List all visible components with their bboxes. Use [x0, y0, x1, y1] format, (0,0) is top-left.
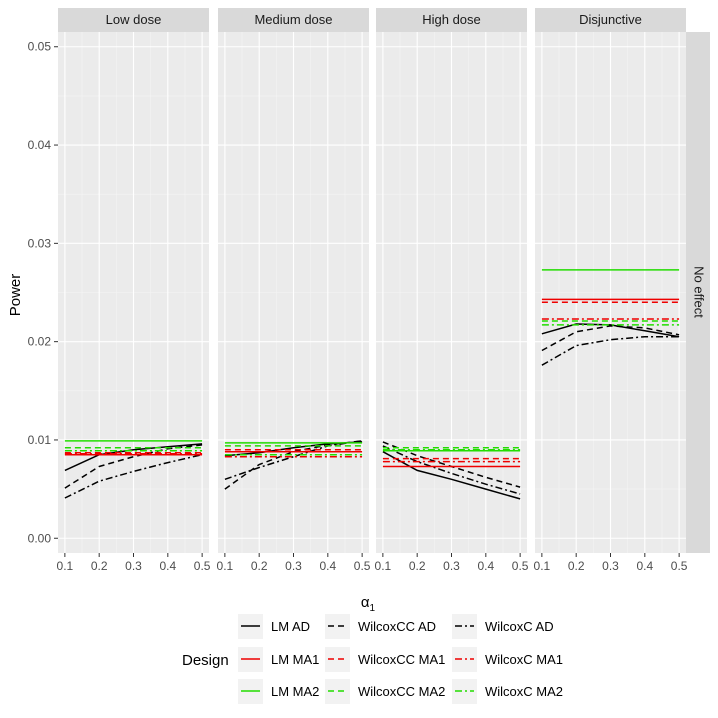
x-tick-label: 0.4: [636, 559, 653, 573]
facet-strip-label: High dose: [422, 12, 481, 27]
x-tick-label: 0.4: [477, 559, 494, 573]
x-tick-label: 0.4: [319, 559, 336, 573]
x-tick-label: 0.1: [534, 559, 551, 573]
series-line: [382, 451, 521, 500]
y-tick-label: 0.04: [28, 138, 52, 152]
series-line: [64, 443, 203, 472]
facet-strip: [58, 8, 209, 32]
facet-strip: [376, 8, 527, 32]
facet-strip-label: Medium dose: [254, 12, 332, 27]
x-tick-label: 0.4: [159, 559, 176, 573]
y-tick-label: 0.00: [28, 531, 52, 545]
y-tick-label: 0.05: [28, 40, 52, 54]
series-line: [64, 453, 203, 499]
x-tick-label: 0.5: [671, 559, 688, 573]
x-tick-label: 0.1: [57, 559, 74, 573]
facet-strip: [218, 8, 369, 32]
legend-label: WilcoxCC MA1: [358, 652, 445, 667]
facet-panel: Disjunctive 0.1 0.2 0.3 0.4 0.5: [534, 8, 688, 573]
facet-strip: [535, 8, 686, 32]
series-line: [541, 323, 680, 338]
x-tick-label: 0.2: [568, 559, 585, 573]
x-tick-label: 0.1: [375, 559, 392, 573]
series-line: [541, 335, 680, 366]
legend-label: WilcoxC AD: [485, 619, 554, 634]
x-tick-label: 0.3: [443, 559, 460, 573]
legend-label: LM MA1: [271, 652, 319, 667]
y-tick-label: 0.01: [28, 433, 52, 447]
y-tick-label: 0.03: [28, 236, 52, 250]
row-strip-label: No effect: [692, 266, 707, 318]
row-strip-bg: [686, 32, 710, 553]
x-tick-label: 0.5: [194, 559, 211, 573]
facet-panel: Low dose 0.1 0.2 0.3 0.4 0.5: [57, 8, 211, 573]
y-axis: 0.00 0.01 0.02 0.03 0.04 0.05: [28, 40, 58, 545]
y-tick-label: 0.02: [28, 335, 52, 349]
series-line: [382, 445, 521, 495]
x-tick-label: 0.5: [512, 559, 529, 573]
legend-label: WilcoxC MA2: [485, 684, 563, 699]
legend-label: LM MA2: [271, 684, 319, 699]
legend-label: LM AD: [271, 619, 310, 634]
x-tick-label: 0.2: [91, 559, 108, 573]
facet-panel: High dose 0.1 0.2 0.3 0.4 0.5: [375, 8, 529, 573]
y-axis-title: Power: [7, 274, 24, 317]
x-tick-label: 0.3: [285, 559, 302, 573]
legend-label: WilcoxCC MA2: [358, 684, 445, 699]
facet-strip-label: Low dose: [106, 12, 162, 27]
legend: Design LM AD LM MA1 LM MA2 WilcoxCC AD Wilcox…: [182, 614, 563, 704]
x-axis-title-base: α: [361, 594, 370, 611]
x-tick-label: 0.5: [354, 559, 371, 573]
legend-label: WilcoxCC AD: [358, 619, 436, 634]
x-tick-label: 0.3: [602, 559, 619, 573]
x-axis-title-subscript: 1: [370, 603, 376, 614]
x-tick-label: 0.2: [409, 559, 426, 573]
facet-panel: Medium dose 0.1 0.2 0.3 0.4 0.5: [217, 8, 371, 573]
x-tick-label: 0.1: [217, 559, 234, 573]
x-axis-title: α1: [361, 594, 376, 614]
legend-label: WilcoxC MA1: [485, 652, 563, 667]
x-tick-label: 0.2: [251, 559, 268, 573]
legend-title: Design: [182, 652, 229, 669]
facet-panels: Low dose 0.1 0.2 0.3 0.4 0.5 Medium dose 0.1 0.2…: [57, 8, 688, 573]
x-tick-label: 0.3: [125, 559, 142, 573]
series-line: [541, 325, 680, 352]
facet-strip-label: Disjunctive: [579, 12, 642, 27]
